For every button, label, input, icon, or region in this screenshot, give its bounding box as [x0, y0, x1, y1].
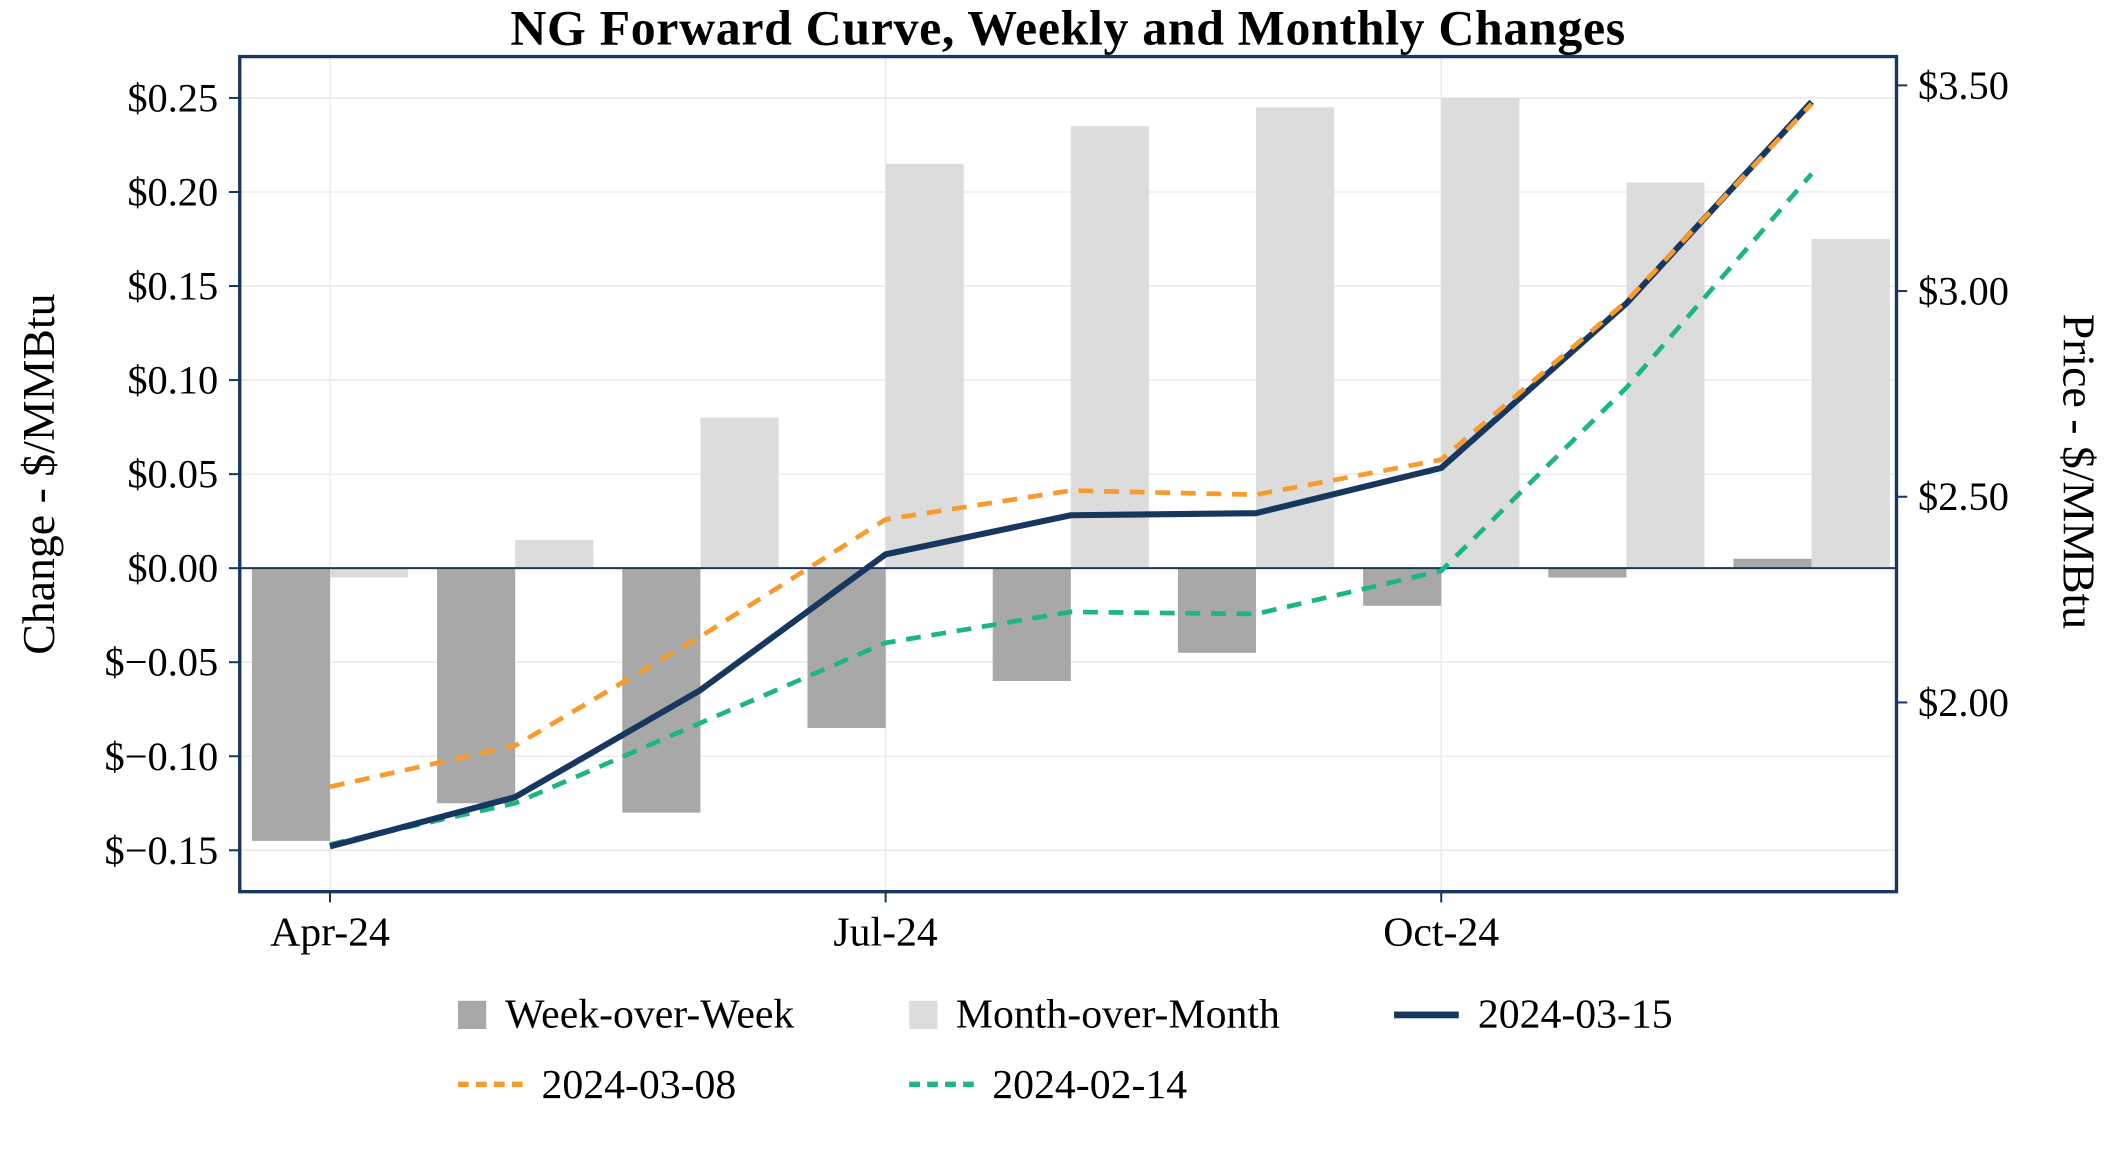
right-tick-label-1: $3.00 — [1918, 269, 2009, 314]
bar-month-over-month-apr-24 — [330, 568, 409, 578]
x-tick-label-oct-24: Oct-24 — [1383, 910, 1499, 956]
right-tick-label-2: $2.50 — [1918, 474, 2009, 519]
legend-item-2024-03-08: 2024-03-08 — [457, 1060, 794, 1108]
bar-month-over-month-dec-24 — [1811, 239, 1890, 569]
x-tick-label-jul-24: Jul-24 — [833, 910, 938, 956]
bar-week-over-week-sep-24 — [1177, 568, 1257, 653]
line-2024-03-08 — [329, 102, 1814, 790]
left-tick-label-7: $−0.10 — [105, 734, 219, 779]
bar-month-over-month-may-24 — [515, 539, 594, 569]
legend-label: 2024-02-14 — [992, 1060, 1188, 1108]
legend-bar-swatch-icon — [457, 1000, 487, 1029]
legend-line-swatch-icon — [1394, 1010, 1459, 1018]
line-2024-03-15 — [329, 99, 1814, 850]
legend-label: Month-over-Month — [955, 990, 1280, 1038]
left-tick-label-0: $0.25 — [127, 75, 218, 120]
bar-week-over-week-nov-24 — [1548, 568, 1627, 578]
left-tick-label-5: $0.00 — [127, 546, 218, 591]
bar-month-over-month-jul-24 — [885, 163, 964, 569]
bar-week-over-week-jul-24 — [807, 568, 886, 729]
bar-week-over-week-aug-24 — [992, 568, 1071, 682]
left-tick-label-8: $−0.15 — [105, 828, 219, 873]
left-tick-label-2: $0.15 — [127, 264, 218, 309]
legend-label: 2024-03-08 — [541, 1060, 737, 1108]
left-tick-label-1: $0.20 — [127, 169, 218, 214]
right-tick-label-3: $2.00 — [1918, 680, 2009, 725]
bar-week-over-week-dec-24 — [1733, 558, 1812, 569]
legend-item-2024-03-15: 2024-03-15 — [1394, 990, 1673, 1038]
x-tick-label-apr-24: Apr-24 — [270, 910, 390, 956]
line-2024-02-14 — [329, 172, 1814, 847]
left-tick-label-3: $0.10 — [127, 358, 218, 403]
legend-item-week-over-week: Week-over-Week — [457, 990, 795, 1038]
bar-week-over-week-apr-24 — [251, 568, 331, 841]
bar-week-over-week-may-24 — [437, 568, 516, 804]
bar-month-over-month-aug-24 — [1070, 126, 1149, 569]
left-tick-label-6: $−0.05 — [105, 640, 219, 685]
bar-week-over-week-jun-24 — [622, 568, 701, 813]
legend-label: Week-over-Week — [505, 990, 795, 1038]
left-tick-label-4: $0.05 — [127, 452, 218, 497]
right-tick-label-0: $3.50 — [1918, 63, 2009, 108]
legend-item-2024-02-14: 2024-02-14 — [908, 1060, 1280, 1108]
legend-line-swatch-icon — [457, 1081, 523, 1087]
bar-month-over-month-oct-24 — [1441, 97, 1520, 569]
chart-legend: Week-over-Week 2024-03-08 Month-over-Month… — [457, 990, 1673, 1109]
legend-item-month-over-month: Month-over-Month — [908, 990, 1280, 1038]
legend-bar-swatch-icon — [908, 1000, 938, 1029]
bar-month-over-month-jun-24 — [700, 417, 779, 569]
legend-line-swatch-icon — [908, 1081, 974, 1087]
legend-label: 2024-03-15 — [1477, 990, 1673, 1038]
chart-title: NG Forward Curve, Weekly and Monthly Cha… — [510, 1, 1626, 57]
